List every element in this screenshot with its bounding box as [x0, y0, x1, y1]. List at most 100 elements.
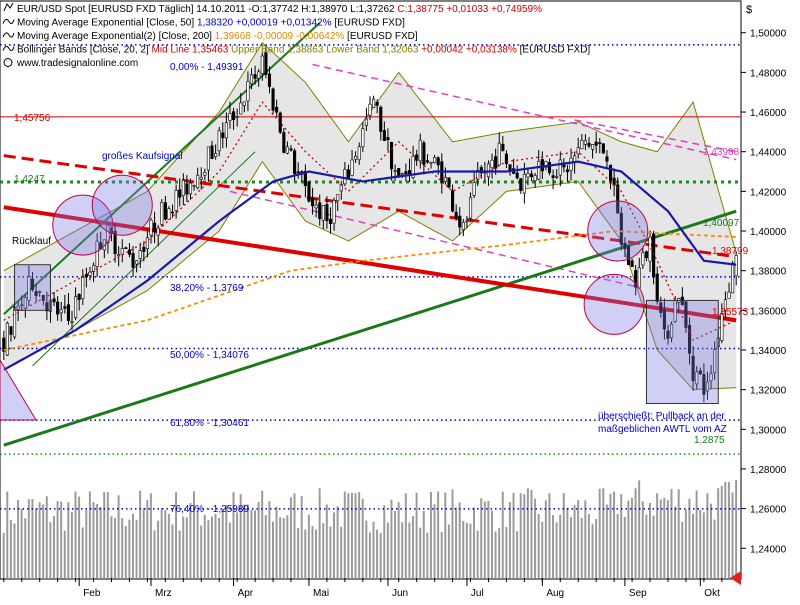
candle-body [652, 233, 656, 278]
candle-body [680, 296, 684, 306]
volume-bar [717, 488, 720, 578]
candle-body [45, 302, 49, 312]
x-tick-label: Feb [83, 588, 101, 599]
highlight-box [14, 264, 51, 311]
volume-bar [45, 496, 48, 578]
legend-segment: 1,38320 +0,00019 +0,01342% [197, 18, 332, 29]
indicator-legend: EUR/USD Spot [EURUSD FXD Täglich] 14.10.… [2, 2, 590, 69]
candle-body [343, 169, 347, 185]
candle-body [127, 249, 132, 255]
candle-body [422, 142, 426, 165]
volume-bar [386, 522, 389, 578]
candle-body [63, 306, 67, 309]
volume-bar [365, 520, 368, 578]
volume-bar [70, 511, 73, 578]
candle-body [515, 172, 519, 179]
candle-body [411, 156, 415, 178]
candle-body [77, 294, 81, 301]
volume-bar [498, 528, 501, 578]
candle-body [504, 153, 508, 165]
legend-segment: 1,39668 -0,00009 -0,00642% [215, 31, 345, 42]
candle-body [339, 184, 343, 192]
volume-bar [246, 504, 249, 578]
candle-body [386, 137, 390, 141]
volume-bar [379, 532, 382, 578]
volume-bar [329, 526, 332, 578]
candle-body [634, 270, 638, 288]
volume-bar [347, 493, 350, 578]
y-tick-label: 1,44000 [750, 148, 787, 159]
candle-body [124, 247, 128, 249]
candle-body [713, 349, 717, 374]
volume-bar [713, 519, 716, 578]
candle-body [400, 173, 404, 176]
candle-body [530, 173, 534, 177]
volume-bar [530, 490, 533, 578]
ruecklauf-note: Rücklauf [12, 236, 51, 247]
volume-bar [103, 491, 106, 578]
volume-bar [333, 512, 335, 578]
candle-body [310, 198, 315, 207]
candle-body [522, 173, 526, 194]
line-study-icon [2, 45, 15, 52]
volume-bar [243, 504, 246, 578]
volume-bar [490, 510, 493, 578]
candle-body [188, 182, 193, 195]
x-tick-label: Jun [392, 588, 408, 599]
volume-bar [261, 490, 264, 578]
volume-bar [584, 500, 587, 578]
line-study-icon [2, 32, 15, 38]
volume-bar [307, 514, 310, 578]
volume-bar [67, 502, 70, 578]
volume-bar [149, 493, 152, 578]
volume-bar [254, 510, 257, 578]
candle-body [425, 160, 430, 163]
candle-body [605, 156, 609, 162]
copyright-icon [3, 58, 13, 67]
x-tick-label: Aug [546, 588, 564, 599]
candle-body [418, 139, 422, 162]
candle-body [727, 291, 731, 299]
volume-bar [293, 493, 296, 578]
volume-bar [735, 479, 738, 578]
candle-body [429, 161, 433, 164]
volume-bar [541, 521, 544, 578]
volume-bar [110, 516, 113, 578]
volume-bar [157, 520, 160, 578]
candle-body [659, 302, 663, 313]
volume-bar [512, 492, 515, 578]
candle-body [257, 71, 261, 79]
candle-body [228, 112, 232, 121]
volume-bar [271, 521, 274, 578]
volume-bar [311, 526, 314, 578]
volume-bar [720, 485, 723, 578]
candle-body [30, 278, 35, 290]
volume-bar [81, 527, 84, 578]
candle-body [623, 242, 627, 249]
candle-body [307, 181, 311, 202]
fib-0-label: 0,00% - 1,49391 [170, 62, 244, 73]
volume-bar [268, 501, 271, 578]
highlight-circle [583, 273, 645, 335]
volume-bar [663, 497, 666, 578]
candle-body [479, 167, 483, 174]
volume-bar [383, 505, 386, 578]
volume-bar [286, 515, 289, 578]
volume-bar [451, 489, 454, 578]
volume-bar [641, 501, 644, 578]
candle-body [13, 306, 17, 338]
volume-bar [501, 491, 504, 578]
volume-bar [175, 492, 178, 578]
volume-bar [555, 522, 558, 578]
volume-bar [257, 501, 260, 578]
volume-bar [544, 500, 547, 578]
pink-upper-channel-line [312, 63, 737, 161]
volume-bar [587, 513, 590, 578]
candle-body [393, 170, 397, 172]
candle-body [318, 202, 322, 219]
candle-body [210, 145, 214, 160]
scroll-arrow-icon[interactable] [730, 571, 741, 585]
volume-bar [552, 515, 554, 578]
y-tick-label: 1,42000 [750, 187, 787, 198]
